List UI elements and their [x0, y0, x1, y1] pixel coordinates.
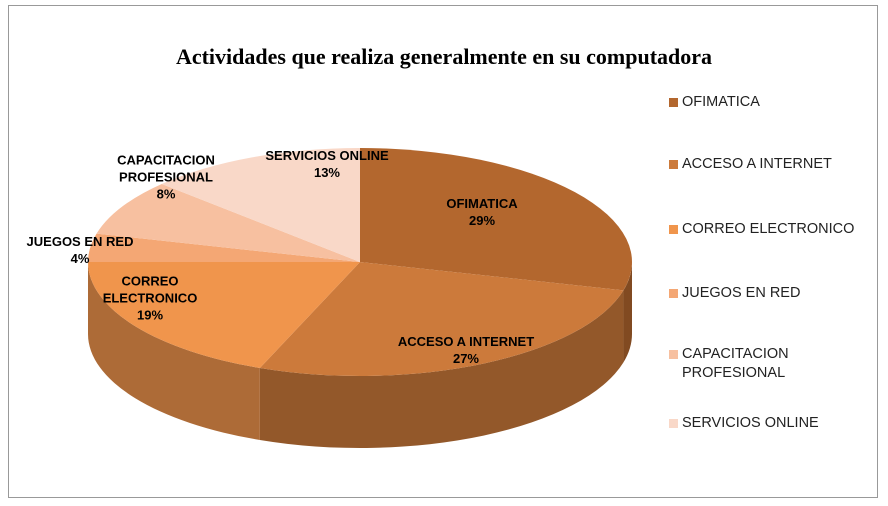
legend-swatch [669, 225, 678, 234]
legend-label: ACCESO A INTERNET [682, 156, 832, 172]
data-label-value: 13% [313, 165, 341, 180]
legend-label: CAPACITACION PROFESIONAL [682, 346, 789, 381]
legend-item: CORREO ELECTRONICO [669, 220, 872, 239]
legend-swatch [669, 98, 678, 107]
legend-swatch [669, 419, 678, 428]
legend-label: OFIMATICA [682, 94, 760, 110]
legend-label: JUEGOS EN RED [682, 285, 801, 301]
data-label: OFIMATICA 29% [446, 195, 517, 229]
data-label-value: 19% [136, 307, 164, 323]
chart-frame [8, 5, 878, 498]
data-label: ACCESO A INTERNET 27% [398, 333, 534, 367]
data-label-name: CAPACITACION PROFESIONAL [117, 152, 215, 185]
data-label-name: CORREO ELECTRONICO [102, 273, 198, 306]
legend-item: JUEGOS EN RED [669, 284, 872, 303]
legend-label: SERVICIOS ONLINE [682, 415, 819, 431]
slice-side [623, 262, 632, 363]
legend-swatch [669, 289, 678, 298]
legend-swatch [669, 160, 678, 169]
legend-item: ACCESO A INTERNET [669, 155, 872, 174]
legend-label: CORREO ELECTRONICO [682, 221, 855, 237]
data-label-name: JUEGOS EN RED [26, 234, 134, 249]
data-label-value: 29% [468, 213, 496, 228]
pie-slice [88, 233, 360, 262]
pie-slice [161, 148, 360, 262]
data-label-name: ACCESO A INTERNET [397, 334, 535, 349]
pie-slice [360, 148, 632, 291]
data-label: JUEGOS EN RED 4% [27, 233, 134, 267]
data-label: CORREO ELECTRONICO 19% [95, 273, 205, 324]
pie-slice [259, 262, 624, 376]
data-label: CAPACITACION PROFESIONAL 8% [101, 152, 231, 203]
chart-title: Actividades que realiza generalmente en … [175, 44, 713, 69]
data-label-name: SERVICIOS ONLINE [265, 148, 389, 163]
data-label: SERVICIOS ONLINE 13% [265, 147, 388, 181]
pie-slice [96, 183, 360, 262]
legend-swatch [669, 350, 678, 359]
legend-item: SERVICIOS ONLINE [669, 414, 872, 433]
pie-slice [88, 262, 360, 368]
data-label-value: 27% [452, 351, 480, 366]
slice-side [259, 290, 624, 448]
data-label-name: OFIMATICA [446, 196, 518, 211]
legend-item: OFIMATICA [669, 93, 872, 112]
data-label-value: 4% [70, 251, 90, 266]
data-label-value: 8% [156, 186, 176, 202]
legend-item: CAPACITACION PROFESIONAL [669, 345, 872, 383]
slice-side [88, 262, 260, 440]
